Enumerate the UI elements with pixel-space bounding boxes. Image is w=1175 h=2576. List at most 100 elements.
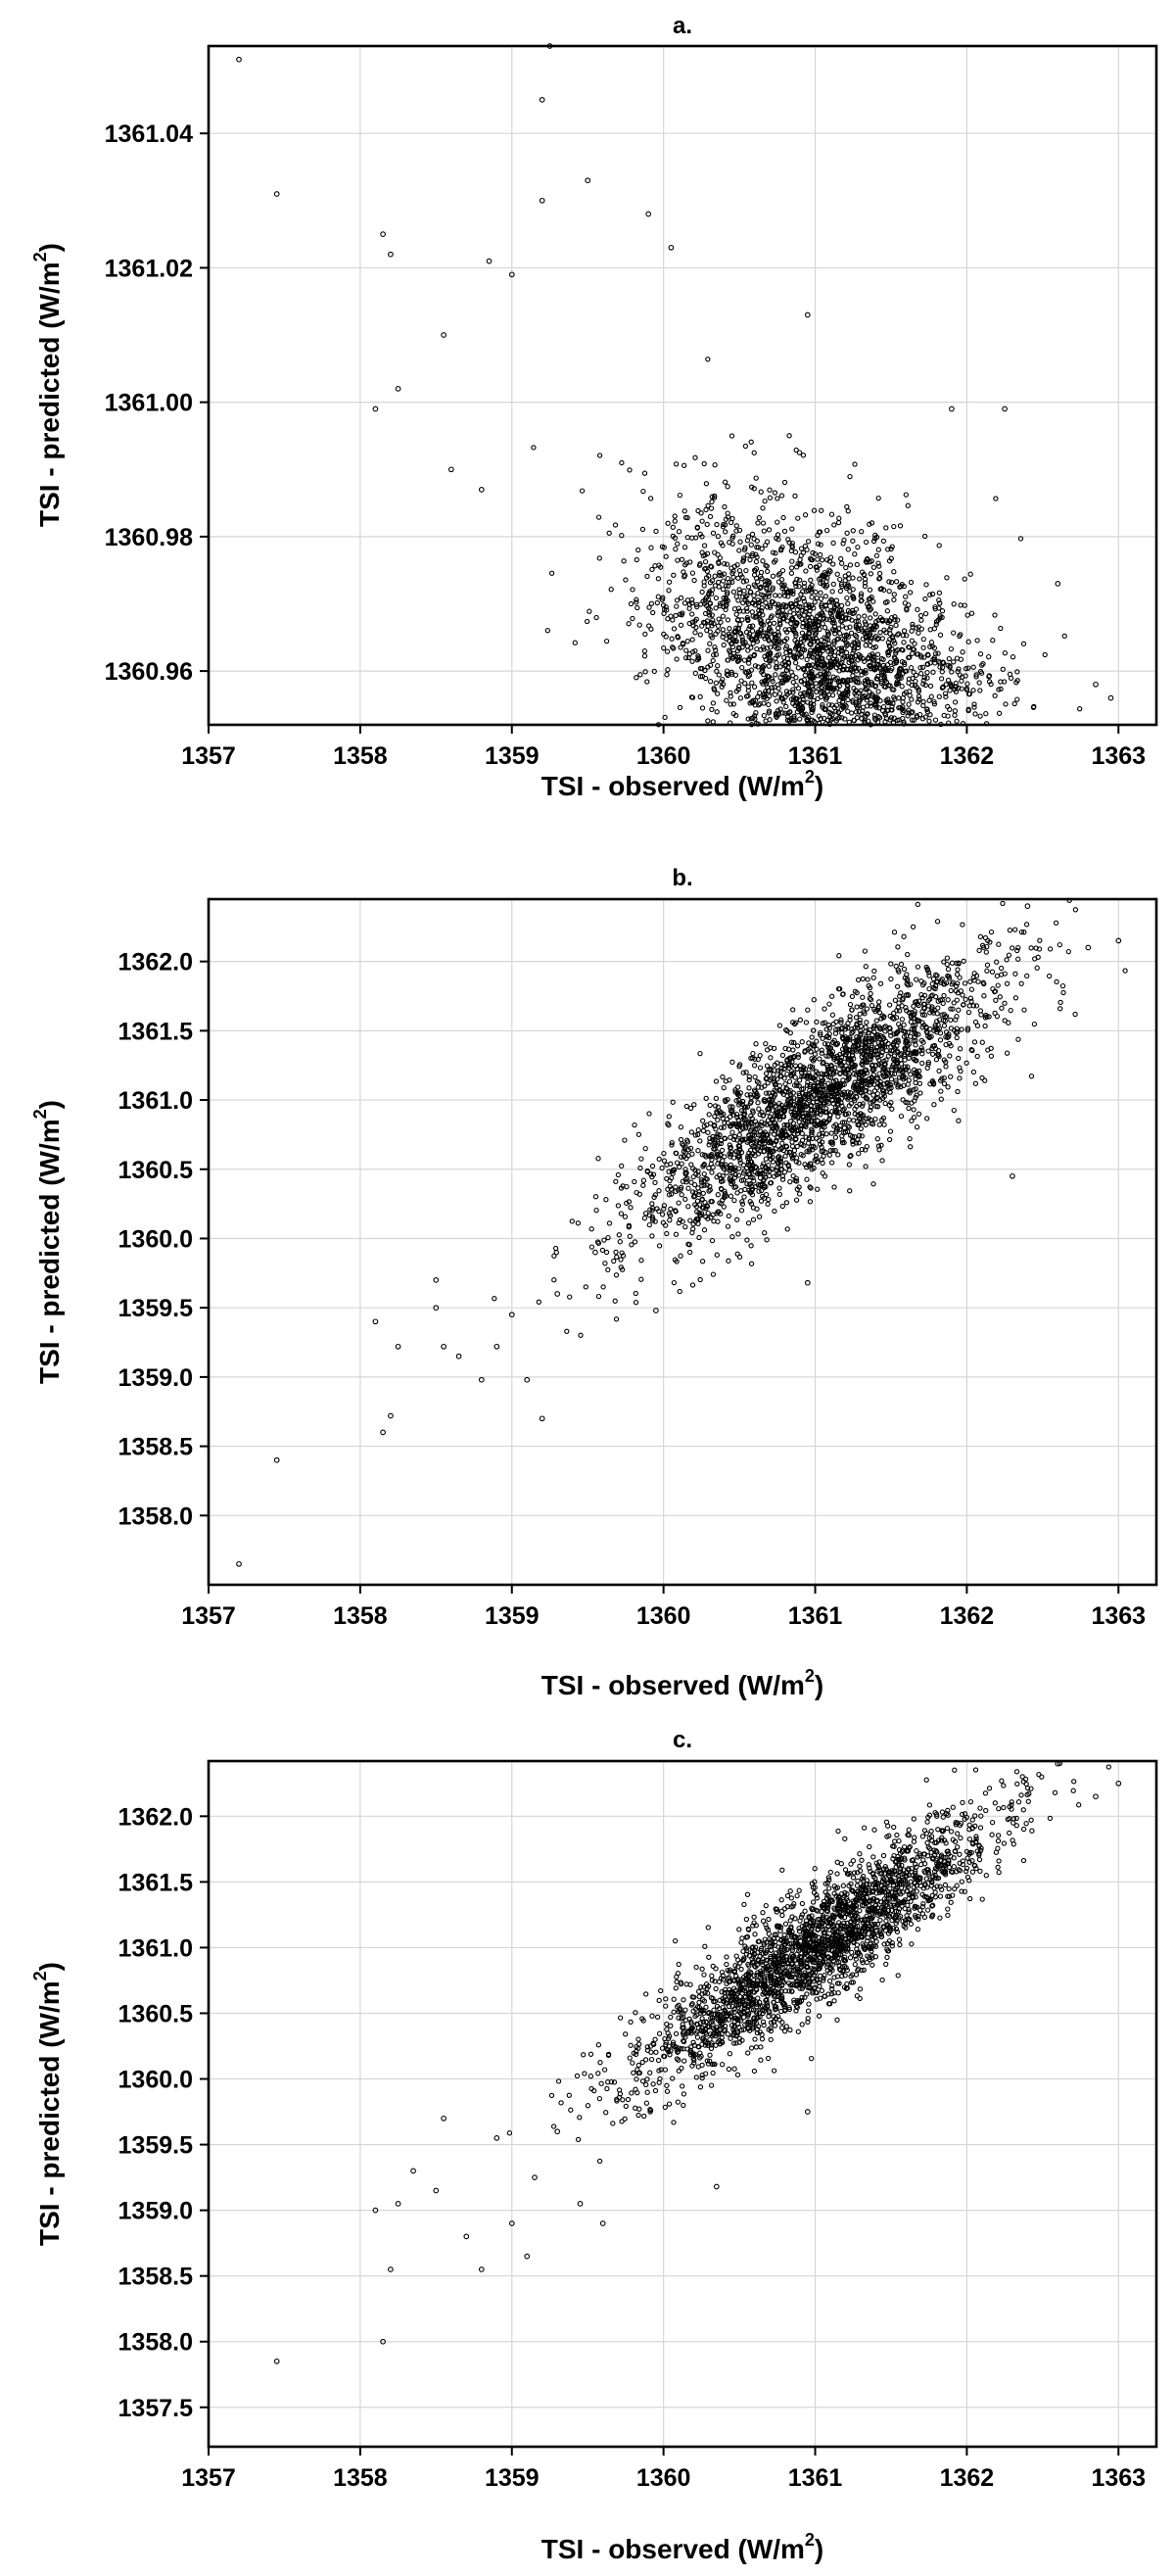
scatter-chart-a: 1357 1358 1359 1360 1361 1362 1363 1360.961360… [30,13,1158,801]
data-point [831,652,838,659]
data-point [791,1039,797,1046]
data-point [910,650,916,656]
data-point [776,603,782,609]
y-axis-label-text: TSI - predicted (W/m [34,1119,65,1384]
data-point [971,704,977,710]
data-point [1122,968,1128,974]
data-point [730,533,736,539]
data-point [748,636,754,642]
data-point [720,1073,726,1080]
data-point [846,1162,853,1168]
data-point [970,975,976,980]
data-point [774,645,780,651]
data-point [564,1328,570,1334]
data-point [862,619,869,625]
data-point [833,597,840,603]
data-point [772,1087,777,1093]
data-point [707,580,714,586]
data-point [727,1114,733,1121]
data-point [508,271,515,278]
data-point [926,697,932,703]
data-point [789,558,795,564]
data-point [1008,1007,1013,1014]
data-point [372,405,379,412]
data-point [754,544,760,550]
data-point [876,1121,882,1127]
data-point [854,1004,860,1010]
data-point [731,1174,738,1180]
data-point [862,625,868,631]
plot-frame [207,897,1158,1587]
data-point [954,960,960,967]
data-point [757,585,763,592]
data-point [822,1091,828,1097]
data-point [836,690,842,695]
data-point [794,597,800,603]
data-point [840,695,846,701]
data-point [720,1164,726,1170]
data-point [922,714,928,720]
data-point [770,573,776,579]
data-point [766,708,773,714]
data-point [828,649,835,655]
data-point [664,607,670,613]
data-point [1018,1792,1024,1798]
data-point [823,667,830,674]
data-point [951,659,957,665]
data-point [694,1198,701,1204]
data-point [901,628,908,634]
data-point [793,447,799,453]
data-point [1011,700,1017,707]
data-point [766,674,773,680]
data-point [734,658,741,664]
data-point [760,505,766,511]
data-point [728,693,733,699]
data-point [973,674,979,680]
data-point [847,1132,854,1138]
data-point [860,655,866,662]
data-point [896,1068,903,1073]
data-point [583,1284,588,1290]
data-point [697,665,704,672]
data-point [688,694,695,700]
data-point [803,1123,809,1130]
y-tick-label: 1362.0 [118,949,193,977]
data-point [839,1120,846,1125]
data-point [909,638,916,644]
data-point [807,650,813,656]
data-point [781,615,787,621]
data-point [806,1070,812,1076]
data-point [877,697,883,704]
data-point [806,689,812,695]
data-point [740,579,747,585]
data-point [964,686,970,692]
data-point [735,1172,742,1178]
data-point [736,1143,743,1150]
data-point [837,576,843,583]
data-point [666,1122,672,1128]
data-point [813,681,819,687]
panel-c: 1357 1358 1359 1360 1361 1362 1363 1357.5 1358.… [0,1714,1175,2576]
data-point [921,992,928,998]
data-point [863,539,870,546]
data-point [938,676,945,682]
data-point [728,1145,733,1151]
data-point [723,606,728,613]
data-point [709,587,716,593]
data-point [1012,971,1018,977]
data-point [729,1234,735,1240]
data-point [838,581,845,588]
data-point [723,1097,728,1103]
data-point [949,981,955,987]
data-point [729,1129,735,1135]
data-point [870,665,877,671]
data-point [902,1045,908,1052]
data-point [666,588,672,594]
data-point [764,645,771,651]
data-point [840,991,846,997]
data-point [984,968,990,974]
data-point [735,1153,741,1159]
data-point [718,1137,725,1144]
data-point [873,623,879,630]
data-point [845,1073,852,1079]
